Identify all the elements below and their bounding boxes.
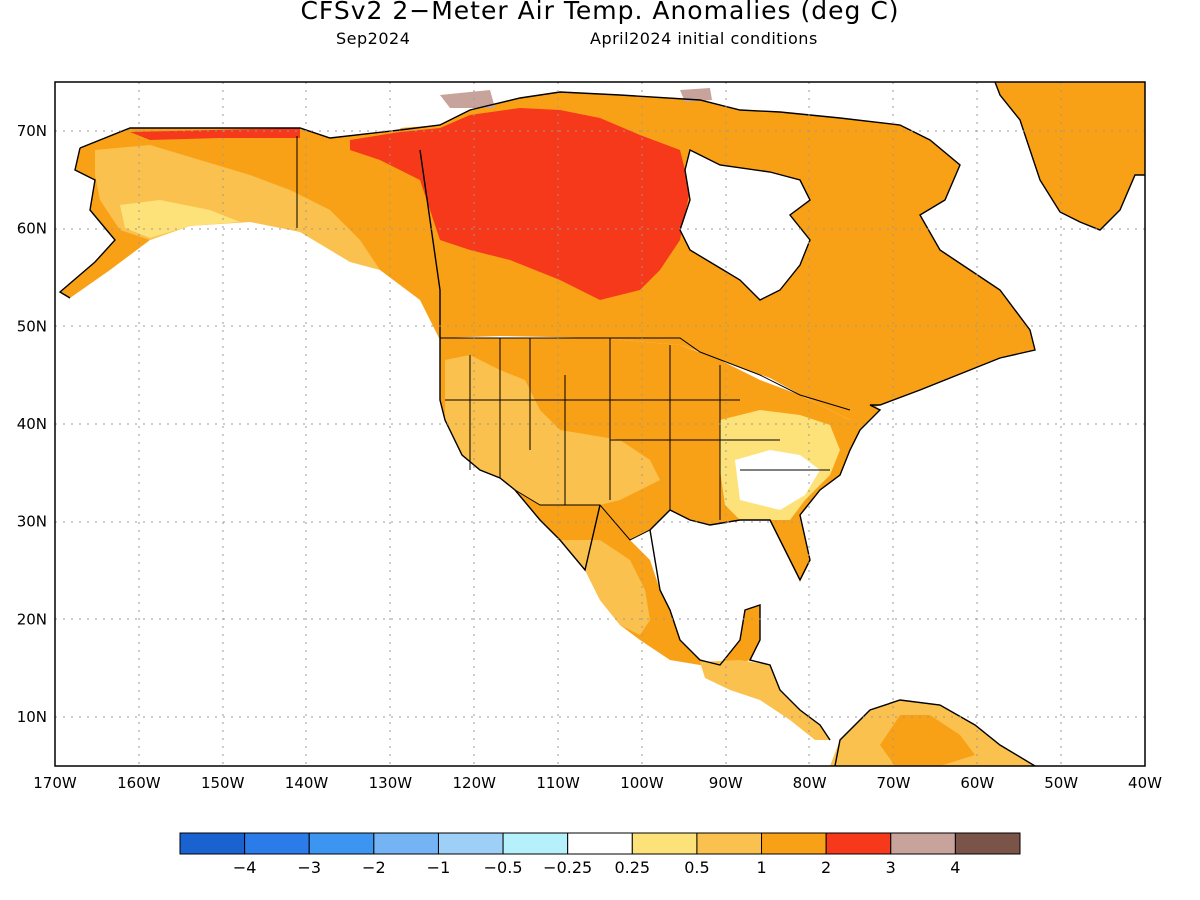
- longitude-labels: 170W 160W 150W 140W 130W 120W 110W 100W 90W 80W 70…: [33, 774, 1162, 792]
- anomaly-region-alaska-light: [95, 145, 380, 270]
- anomaly-region-usa-southeast-white: [735, 450, 820, 510]
- anomaly-region-arctic-islands: [440, 88, 712, 108]
- lon-label: 40W: [1128, 774, 1162, 792]
- lon-label: 110W: [536, 774, 580, 792]
- anomaly-region-alaska-pale: [120, 200, 240, 238]
- colorbar-swatch: [437, 832, 504, 855]
- political-borders: [296, 136, 851, 541]
- map-frame: [54, 81, 1146, 767]
- colorbar-label: 0.5: [684, 858, 709, 877]
- anomaly-field: [58, 82, 1145, 766]
- lon-label: 90W: [709, 774, 743, 792]
- colorbar-swatch: [761, 832, 827, 855]
- colorbar: [179, 832, 1021, 855]
- lat-label: 20N: [17, 610, 47, 628]
- anomaly-region-mexico-light: [560, 540, 650, 635]
- lon-label: 50W: [1044, 774, 1078, 792]
- colorbar-label: 3: [886, 858, 896, 877]
- lon-label: 120W: [452, 774, 496, 792]
- lon-label: 140W: [285, 774, 329, 792]
- lat-label: 60N: [17, 220, 47, 238]
- hudson-bay: [679, 148, 811, 301]
- colorbar-swatch: [502, 832, 569, 855]
- colorbar-label: −2: [362, 858, 386, 877]
- anomaly-region-usa-west-light: [445, 355, 660, 505]
- colorbar-swatch: [244, 832, 310, 855]
- coastlines: [58, 82, 1145, 766]
- lon-label: 150W: [201, 774, 245, 792]
- colorbar-label: −1: [427, 858, 451, 877]
- anomaly-region-canada-strong: [350, 108, 690, 300]
- anomaly-region-greenland: [995, 82, 1145, 230]
- colorbar-label: 4: [950, 858, 960, 877]
- colorbar-swatch: [373, 832, 439, 855]
- lat-label: 40N: [17, 415, 47, 433]
- lat-label: 10N: [17, 708, 47, 726]
- colorbar-swatch: [308, 832, 375, 855]
- lat-label: 50N: [17, 317, 47, 335]
- lon-label: 160W: [117, 774, 161, 792]
- lon-label: 60W: [960, 774, 994, 792]
- lat-label: 30N: [17, 513, 47, 531]
- colorbar-label: 0.25: [614, 858, 650, 877]
- colorbar-label: 1: [756, 858, 766, 877]
- lat-label: 70N: [17, 122, 47, 140]
- lon-label: 100W: [620, 774, 664, 792]
- anomaly-region-south-america-orange: [880, 715, 975, 766]
- colorbar-swatch: [696, 832, 763, 855]
- lon-label: 80W: [793, 774, 827, 792]
- colorbar-label: 2: [821, 858, 831, 877]
- latitude-labels: 70N 60N 50N 40N 30N 20N 10N: [17, 122, 47, 726]
- colorbar-swatch: [890, 832, 956, 855]
- lon-label: 130W: [369, 774, 413, 792]
- map-title: CFSv2 2−Meter Air Temp. Anomalies (deg C…: [300, 0, 900, 25]
- colorbar-swatch: [631, 832, 698, 855]
- graticule: [55, 82, 1145, 766]
- colorbar-label: −0.25: [543, 858, 592, 877]
- lon-label: 170W: [33, 774, 77, 792]
- colorbar-label: −4: [233, 858, 257, 877]
- colorbar-swatch: [825, 832, 892, 855]
- anomaly-region-central-america: [700, 660, 830, 740]
- colorbar-labels: −4 −3 −2 −1 −0.5 −0.25 0.25 0.5 1 2 3 4: [233, 858, 961, 877]
- colorbar-swatch: [954, 832, 1021, 855]
- valid-month-label: Sep2024: [336, 29, 411, 48]
- colorbar-label: −3: [297, 858, 321, 877]
- anomaly-region-arctic-strong: [130, 128, 300, 140]
- colorbar-swatch: [179, 832, 246, 855]
- colorbar-swatch: [567, 832, 633, 855]
- colorbar-label: −0.5: [484, 858, 523, 877]
- init-conditions-label: April2024 initial conditions: [590, 29, 818, 48]
- lon-label: 70W: [877, 774, 911, 792]
